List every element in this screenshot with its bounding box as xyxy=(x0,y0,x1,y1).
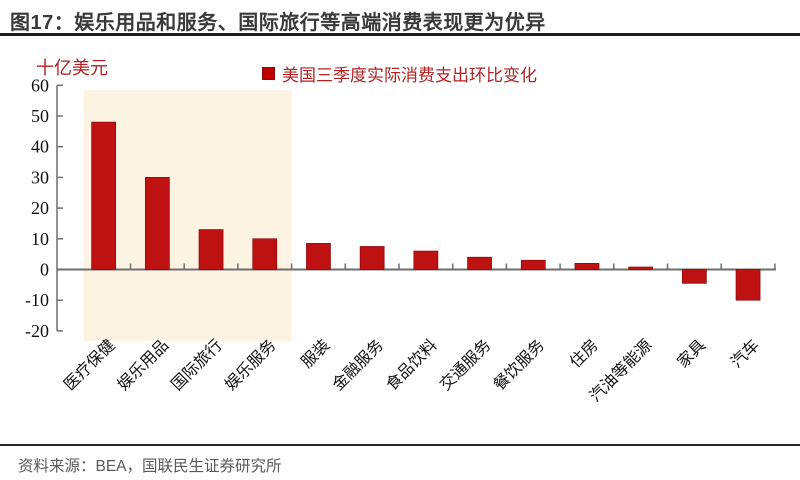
y-tick-label: 50 xyxy=(31,106,49,126)
bar-11 xyxy=(681,269,707,284)
bar-12 xyxy=(735,269,761,301)
x-axis-label: 食品饮料 xyxy=(383,336,441,394)
highlight-region xyxy=(83,90,292,341)
footer-divider xyxy=(0,444,800,446)
bar-8 xyxy=(520,259,546,270)
x-axis-label: 金融服务 xyxy=(329,336,387,394)
legend-swatch-icon xyxy=(262,67,275,80)
y-axis-unit-label: 十亿美元 xyxy=(36,58,108,78)
x-axis-label: 娱乐服务 xyxy=(222,336,280,394)
y-tick-label: -20 xyxy=(25,321,49,341)
y-tick-label: 0 xyxy=(40,260,49,280)
x-axis-label: 娱乐用品 xyxy=(114,336,172,394)
x-axis-label: 医疗保健 xyxy=(60,336,118,394)
bar-6 xyxy=(413,250,439,270)
bar-5 xyxy=(359,246,385,270)
y-tick-label: 60 xyxy=(31,75,49,95)
y-tick-label: 40 xyxy=(31,137,49,157)
y-tick-label: 30 xyxy=(31,167,49,187)
bar-1 xyxy=(144,177,170,270)
legend: 美国三季度实际消费支出环比变化 xyxy=(262,61,537,86)
y-tick-label: 10 xyxy=(31,229,49,249)
x-axis-label: 汽车 xyxy=(728,336,763,371)
figure-title: 图17：娱乐用品和服务、国际旅行等高端消费表现更为优异 xyxy=(10,12,546,34)
x-axis-label: 交通服务 xyxy=(436,336,494,394)
x-axis-label: 服装 xyxy=(298,336,333,371)
x-axis-label: 家具 xyxy=(674,336,709,371)
x-axis-label: 餐饮服务 xyxy=(490,336,548,394)
bar-2 xyxy=(198,229,224,270)
bar-4 xyxy=(306,243,331,270)
x-axis-label: 住房 xyxy=(566,336,601,371)
y-tick-label: 20 xyxy=(31,198,49,218)
x-axis-label: 国际旅行 xyxy=(168,336,226,394)
y-tick-label: -10 xyxy=(25,290,49,310)
bar-0 xyxy=(91,121,117,270)
title-divider xyxy=(0,33,800,36)
bar-7 xyxy=(467,256,492,270)
bar-3 xyxy=(252,238,278,270)
bar-9 xyxy=(574,262,600,270)
bar-10 xyxy=(628,266,654,270)
source-note: 资料来源：BEA，国联民生证券研究所 xyxy=(18,458,282,475)
legend-label: 美国三季度实际消费支出环比变化 xyxy=(282,66,537,85)
